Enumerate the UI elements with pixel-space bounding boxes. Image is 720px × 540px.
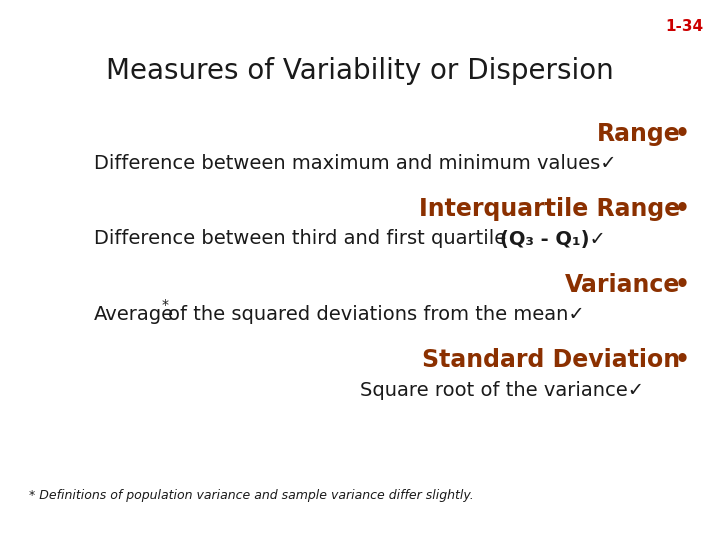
Text: of the squared deviations from the mean✓: of the squared deviations from the mean✓	[168, 305, 585, 324]
Text: •: •	[675, 348, 690, 372]
Text: Difference between maximum and minimum values✓: Difference between maximum and minimum v…	[94, 154, 616, 173]
Text: Average: Average	[94, 305, 174, 324]
Text: •: •	[675, 197, 690, 221]
Text: (Q₃ - Q₁)✓: (Q₃ - Q₁)✓	[500, 230, 606, 248]
Text: * Definitions of population variance and sample variance differ slightly.: * Definitions of population variance and…	[29, 489, 474, 502]
Text: Variance: Variance	[565, 273, 680, 296]
Text: 1-34: 1-34	[665, 19, 703, 34]
Text: Difference between third and first quartile: Difference between third and first quart…	[94, 230, 518, 248]
Text: •: •	[675, 273, 690, 296]
Text: Measures of Variability or Dispersion: Measures of Variability or Dispersion	[106, 57, 614, 85]
Text: Square root of the variance✓: Square root of the variance✓	[360, 381, 644, 400]
Text: Range: Range	[597, 122, 680, 145]
Text: *: *	[161, 298, 168, 312]
Text: Interquartile Range: Interquartile Range	[419, 197, 680, 221]
Text: •: •	[675, 122, 690, 145]
Text: Standard Deviation: Standard Deviation	[422, 348, 680, 372]
